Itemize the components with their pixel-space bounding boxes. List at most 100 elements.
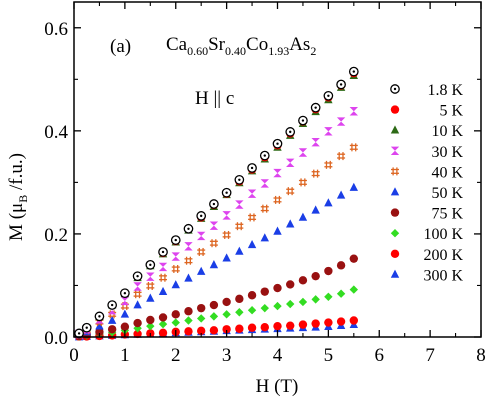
data-point	[146, 293, 155, 302]
data-point	[311, 205, 320, 214]
data-point	[222, 325, 231, 334]
x-axis-label: H (T)	[256, 376, 299, 397]
data-point	[298, 297, 308, 307]
legend-entry: 40 K	[391, 164, 463, 181]
data-point	[349, 182, 359, 191]
data-point	[247, 163, 257, 173]
data-point	[183, 223, 194, 234]
field-direction-annotation: H || c	[195, 88, 234, 109]
data-point	[311, 295, 320, 304]
series-1.8k	[74, 66, 359, 339]
data-point	[222, 211, 231, 220]
legend-marker	[390, 146, 400, 155]
panel-label: (a)	[110, 36, 131, 57]
data-point	[197, 247, 206, 256]
data-point	[286, 187, 295, 196]
data-point	[247, 323, 257, 332]
data-point	[95, 321, 104, 330]
data-point	[222, 253, 231, 262]
data-point	[235, 222, 244, 231]
data-point	[260, 233, 269, 242]
data-point	[132, 271, 143, 282]
data-point	[336, 79, 346, 90]
data-point	[107, 315, 117, 324]
data-point	[171, 264, 180, 273]
data-point	[209, 312, 219, 321]
data-point	[221, 187, 232, 198]
legend-marker	[390, 249, 400, 258]
data-point	[184, 327, 193, 336]
data-point	[298, 178, 307, 187]
data-point	[107, 300, 118, 310]
x-tick-label: 8	[476, 345, 485, 366]
data-point	[324, 127, 333, 136]
data-point	[336, 261, 346, 270]
plot-marks	[74, 66, 359, 341]
data-point	[209, 260, 219, 269]
data-point	[81, 322, 92, 333]
data-point	[120, 322, 130, 331]
legend-marker	[390, 125, 400, 134]
legend-marker	[390, 269, 400, 278]
data-point	[196, 211, 207, 221]
data-point	[184, 316, 193, 325]
data-point	[272, 138, 283, 149]
legend-entry: 10 K	[390, 123, 463, 140]
legend-label: 100 K	[423, 226, 463, 243]
y-tick-label: 0.4	[44, 122, 68, 143]
data-point	[234, 174, 245, 185]
data-point	[336, 190, 346, 199]
legend-entry: 5 K	[390, 103, 463, 120]
data-point	[209, 326, 219, 335]
data-point	[107, 325, 117, 334]
data-point	[324, 318, 333, 327]
data-point	[286, 280, 295, 289]
data-point	[171, 252, 180, 261]
x-tick-label: 2	[171, 345, 181, 366]
data-point	[133, 300, 142, 309]
data-point	[349, 254, 359, 263]
data-point	[273, 301, 282, 311]
data-point	[235, 246, 244, 255]
data-point	[158, 247, 168, 257]
legend-label: 1.8 K	[427, 82, 463, 99]
legend-entry: 50 K	[390, 185, 463, 202]
data-point	[298, 115, 308, 126]
data-point	[247, 189, 257, 198]
data-point	[133, 282, 142, 291]
data-point	[248, 213, 257, 222]
data-point	[260, 303, 269, 313]
x-tick-label: 5	[324, 345, 334, 366]
data-point	[235, 324, 244, 333]
data-point	[311, 137, 320, 147]
data-point	[184, 273, 193, 282]
data-point	[235, 200, 244, 209]
data-point	[273, 321, 282, 331]
legend-marker	[390, 229, 400, 238]
data-point	[348, 66, 359, 77]
legend-entry: 75 K	[390, 206, 463, 223]
data-point	[286, 219, 295, 228]
data-point	[259, 150, 270, 161]
data-point	[310, 102, 321, 113]
data-point	[146, 321, 155, 331]
x-tick-label: 0	[69, 345, 79, 366]
legend-label: 200 K	[423, 247, 463, 264]
data-point	[209, 221, 219, 230]
x-tick-label: 3	[222, 345, 232, 366]
data-point	[260, 204, 269, 213]
x-tick-label: 6	[375, 345, 385, 366]
data-point	[336, 289, 346, 298]
legend-label: 75 K	[431, 206, 463, 223]
data-point	[184, 307, 193, 316]
y-tick-label: 0.6	[44, 19, 68, 40]
data-point	[196, 266, 206, 275]
data-point	[146, 315, 155, 325]
data-point	[133, 318, 142, 328]
data-point	[247, 291, 257, 300]
data-point	[235, 308, 244, 317]
legend: 1.8 K 5 K 10 K 30 K 40 K 50 K 75 K 100 K 200 K 30…	[390, 82, 463, 284]
data-point	[311, 319, 320, 328]
data-point	[324, 292, 333, 301]
data-point	[171, 280, 180, 289]
